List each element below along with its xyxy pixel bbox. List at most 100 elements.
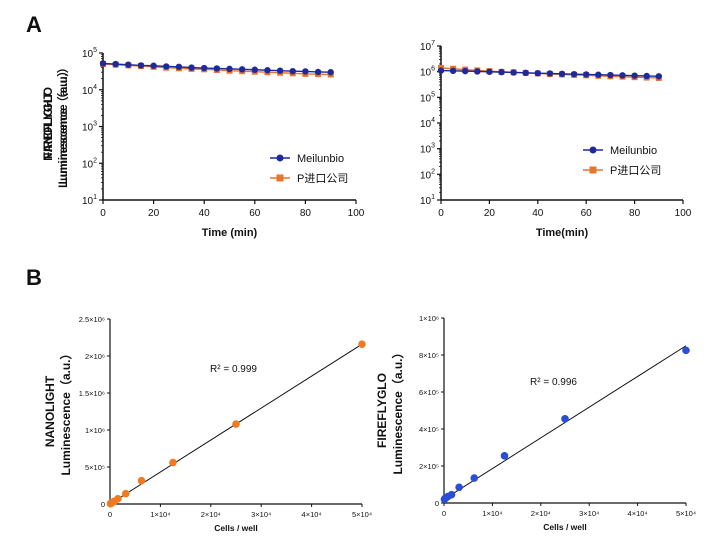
data-point-meilunbio: [201, 64, 208, 72]
data-point-meilunbio: [314, 68, 322, 76]
y-tick-label-exponent: 4: [431, 117, 435, 124]
data-point-meilunbio: [449, 67, 457, 75]
x-tick-label: 60: [249, 208, 261, 219]
x-tick-label: 5×10⁴: [352, 510, 372, 519]
y-tick-label: 104: [82, 84, 97, 97]
data-point-meilunbio: [150, 62, 157, 69]
y-tick-label: 102: [82, 157, 97, 170]
y-tick-label: 2×10⁵: [419, 462, 439, 471]
data-point-meilunbio: [112, 60, 119, 68]
data-point-meilunbio: [486, 68, 493, 75]
data-point: [682, 346, 690, 355]
data-point-meilunbio: [137, 62, 145, 69]
y-tick-label: 1×10⁶: [419, 314, 439, 323]
y-tick-label: 107: [420, 40, 435, 53]
y-tick-label: 0: [435, 499, 439, 508]
legend-label: Meilunbio: [610, 145, 657, 157]
x-tick-label: 0: [442, 509, 446, 518]
data-point-meilunbio: [213, 65, 221, 72]
data-point-meilunbio: [510, 69, 517, 76]
data-point-meilunbio: [302, 68, 309, 75]
data-point: [114, 495, 122, 503]
x-tick-label: 3×10⁴: [251, 510, 271, 519]
data-point-meilunbio: [595, 71, 602, 78]
y-tick-label: 104: [420, 117, 435, 130]
y-tick-label: 105: [420, 91, 435, 104]
x-tick-label: 4×10⁴: [302, 510, 322, 519]
data-point-meilunbio: [474, 68, 481, 75]
chart-nanolight-cells: 0 1×10⁴ 2×10⁴ 3×10⁴ 4×10⁴ 5×10⁴ 0 5×10⁵ 1×10⁶ 1.5…: [43, 315, 372, 533]
data-point-meilunbio: [226, 65, 233, 73]
y-tick-label-exponent: 3: [431, 143, 435, 150]
y-tick-label: 2×10⁶: [85, 352, 105, 361]
data-point-meilunbio: [238, 66, 246, 73]
data-point-meilunbio: [522, 69, 529, 77]
y-tick-label: 105: [82, 47, 97, 60]
x-tick-label: 4×10⁴: [628, 509, 648, 518]
chart-fireflyglo-cells: 0 1×10⁴ 2×10⁴ 3×10⁴ 4×10⁴ 5×10⁴ 0 2×10⁵ 4×10⁵ 6×1…: [375, 314, 696, 532]
data-point-meilunbio: [462, 67, 469, 75]
x-tick-label: 60: [581, 208, 593, 219]
x-tick-label: 80: [300, 208, 312, 219]
x-axis-label: Time(min): [536, 227, 589, 239]
legend-label: P进口公司: [610, 164, 661, 177]
data-point-meilunbio: [558, 70, 566, 78]
data-point-meilunbio: [327, 69, 334, 76]
x-tick-label: 40: [199, 208, 211, 219]
data-point-meilunbio: [99, 60, 107, 67]
y-tick-label: 4×10⁵: [419, 425, 439, 434]
y-tick-label: 8×10⁵: [419, 351, 439, 360]
y-tick-label-exponent: 5: [431, 91, 435, 98]
data-point: [561, 415, 569, 423]
y-tick-label: 1.5×10⁶: [79, 389, 105, 398]
data-point-meilunbio: [251, 66, 258, 73]
x-tick-label: 2×10⁴: [201, 510, 221, 519]
y-tick-label: 5×10⁵: [85, 463, 105, 472]
data-point: [447, 490, 456, 499]
data-point-meilunbio: [498, 68, 505, 76]
x-tick-label: 20: [148, 208, 160, 219]
data-point: [358, 340, 366, 348]
y-axis-label-line2: Luminescence（a.u.）: [56, 62, 70, 185]
x-tick-label: 20: [484, 208, 496, 219]
legend-marker-meilunbio: [589, 146, 597, 154]
y-tick-label-exponent: 4: [93, 84, 97, 91]
data-point-meilunbio: [534, 70, 541, 77]
data-point-meilunbio: [619, 72, 626, 79]
x-axis-label: Cells / well: [543, 522, 586, 532]
legend-label: Meilunbio: [297, 153, 344, 165]
y-tick-label: 106: [420, 66, 435, 79]
data-point-meilunbio: [655, 73, 662, 80]
legend-marker-p-import: [589, 166, 597, 174]
data-point-meilunbio: [289, 67, 296, 75]
legend-marker-p-import: [276, 174, 284, 182]
y-tick-label: 2.5×10⁶: [79, 315, 105, 324]
r-squared-annotation: R² = 0.999: [210, 364, 257, 375]
x-tick-label: 3×10⁴: [579, 509, 599, 518]
data-point-meilunbio: [264, 67, 271, 74]
data-point: [500, 452, 509, 460]
r-squared-annotation: R² = 0.996: [530, 377, 577, 388]
x-tick-label: 100: [348, 208, 365, 219]
y-tick-label: 103: [82, 121, 97, 134]
y-axis-label-line2: Luminescence（a.u.）: [56, 65, 70, 188]
y-axis-label-line2: Luminescence（a.u.）: [58, 347, 73, 475]
y-tick-label: 102: [420, 168, 435, 181]
y-tick-label: 101: [82, 194, 97, 207]
data-point-meilunbio: [175, 63, 183, 71]
data-point-meilunbio: [437, 67, 445, 74]
y-tick-label: 0: [101, 500, 105, 509]
legend-label: P进口公司: [297, 172, 348, 185]
x-axis-label: Time (min): [202, 227, 258, 239]
y-axis-label-line1: NANOLIGHT: [43, 92, 55, 160]
data-point-meilunbio: [188, 64, 195, 71]
data-point: [455, 483, 463, 492]
x-tick-label: 2×10⁴: [531, 509, 551, 518]
x-tick-label: 100: [675, 208, 692, 219]
y-tick-label: 101: [420, 194, 435, 207]
legend-marker-meilunbio: [276, 154, 284, 162]
panel-label-b: B: [26, 265, 42, 290]
y-tick-label-exponent: 5: [93, 47, 97, 54]
y-tick-label-exponent: 7: [431, 40, 435, 47]
